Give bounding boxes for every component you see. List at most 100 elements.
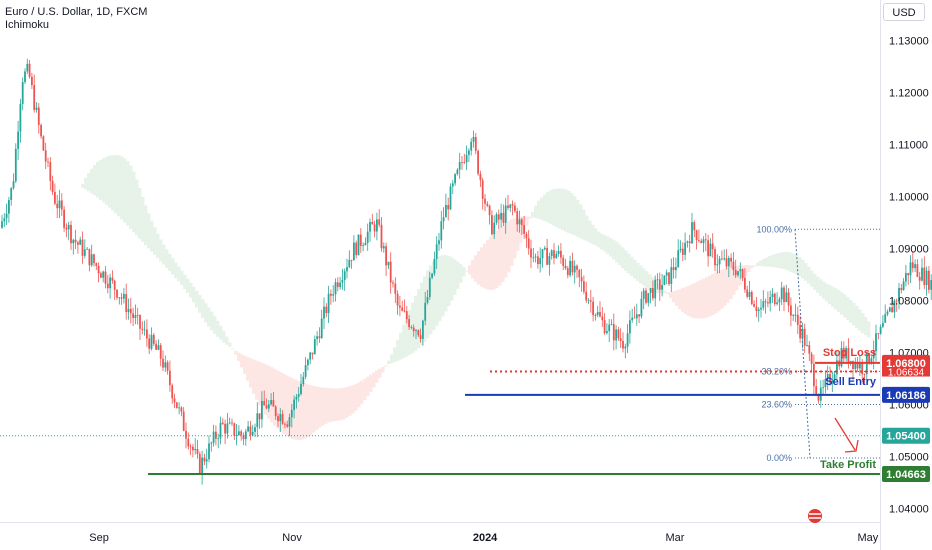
cloud-segment [219,325,223,340]
candle-body [118,297,121,299]
cloud-segment [600,233,604,250]
candle-body [537,256,539,265]
indicator-label[interactable]: Ichimoku [5,19,50,31]
candle-body [247,426,249,432]
candle-body [714,249,716,266]
candle-body [185,430,187,439]
candle-body [615,329,617,341]
candle-body [309,352,312,360]
candle-body [548,255,551,265]
currency-button[interactable]: USD [883,3,925,21]
candle-body [251,431,254,436]
candle-body [472,137,475,142]
candle-body [396,293,399,306]
cloud-segment [87,173,91,192]
candle-body [258,413,261,420]
candle-body [449,186,452,210]
cloud-segment [255,360,259,400]
candle-body [891,307,893,313]
candle-body [424,302,427,321]
stop-loss-badge [882,354,930,371]
candle-body [822,387,824,388]
cloud-segment [774,253,778,268]
cloud-segment [798,257,802,277]
candle-body [307,359,309,366]
cloud-segment [369,374,373,392]
candle-body [26,63,29,72]
candle-body [19,103,22,132]
cloud-segment [519,216,523,243]
cloud-segment [126,161,130,226]
cloud-segment [843,294,847,318]
candle-body [585,291,588,301]
cloud-segment [786,251,790,271]
cloud-segment [213,316,217,334]
candle-body [806,345,808,346]
cloud-segment [498,227,502,286]
candle-body [787,292,790,306]
candle-body [182,411,185,431]
candle-body [668,272,670,285]
candle-body [376,219,378,232]
candle-body [792,315,795,316]
cloud-segment [327,388,331,423]
cloud-segment [462,267,466,277]
cloud-segment [210,311,214,331]
candle-body [21,82,24,104]
cloud-segment [510,219,514,266]
candle-body [534,256,537,258]
cloud-segment [717,271,721,312]
cloud-segment [99,159,103,200]
candle-body [463,162,466,163]
cloud-segment [366,376,370,397]
candle-body [587,300,590,302]
candle-body [842,347,845,359]
cloud-segment [867,321,871,338]
candle-body [794,314,797,316]
candle-body [254,427,256,432]
cloud-segment [294,379,298,440]
candle-body [755,306,758,312]
candle-body [746,289,749,297]
cloud-segment [822,281,826,299]
x-tick-label: Sep [89,532,109,544]
cloud-segment [303,383,307,439]
cloud-segment [864,317,868,336]
cloud-segment [594,228,598,246]
candle-body [164,362,167,368]
candle-body [346,267,348,272]
cloud-segment [609,238,613,257]
cloud-segment [390,354,394,364]
candle-body [412,327,415,332]
candle-body [70,224,72,244]
candle-body [302,376,305,384]
cloud-segment [732,266,736,295]
cloud-segment [372,372,376,388]
cloud-segment [690,284,694,318]
cloud-segment [513,218,517,259]
candle-body [42,136,45,151]
candle-body [555,254,558,259]
candle-body [297,394,300,397]
candle-body [514,205,516,212]
cloud-segment [696,281,700,319]
candle-body [219,422,222,439]
candle-body [461,162,463,163]
cloud-segment [549,190,553,224]
candle-body [525,233,528,239]
candle-body [242,435,245,440]
candle-body [465,154,468,163]
cloud-segment [153,227,157,255]
candle-body [56,203,59,209]
candle-body [175,402,178,408]
cloud-segment [405,317,409,357]
cloud-segment [225,336,229,345]
cloud-segment [291,378,295,439]
cloud-segment [129,165,133,229]
cloud-segment [249,358,253,388]
candle-body [369,221,371,232]
symbol-title[interactable]: Euro / U.S. Dollar, 1D, FXCM [5,6,148,18]
candle-body [387,261,390,266]
candle-body [106,283,109,289]
